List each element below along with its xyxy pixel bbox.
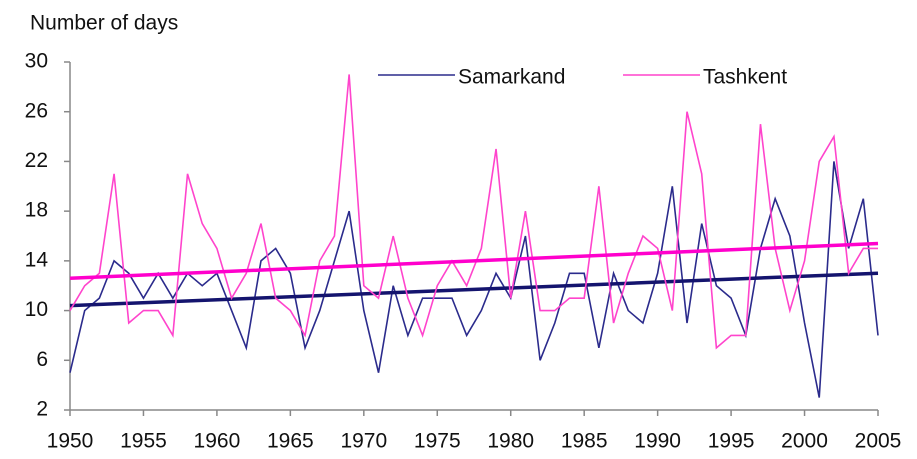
y-tick-label: 26 bbox=[25, 99, 48, 122]
y-tick-label: 6 bbox=[36, 348, 48, 371]
x-tick-label: 1980 bbox=[487, 430, 534, 453]
x-tick-label: 1955 bbox=[120, 430, 167, 453]
series-line bbox=[69, 74, 878, 350]
series-line bbox=[69, 161, 879, 398]
x-tick-label: 1960 bbox=[194, 430, 241, 453]
y-tick-label: 22 bbox=[25, 149, 48, 172]
x-tick-label: 1970 bbox=[340, 430, 387, 453]
x-tick-label: 2005 bbox=[855, 430, 902, 453]
y-tick-label: 14 bbox=[25, 248, 49, 271]
y-tick-label: 2 bbox=[36, 398, 48, 421]
x-tick-label: 1985 bbox=[561, 430, 608, 453]
y-axis-label: Number of days bbox=[30, 12, 178, 35]
x-tick-label: 1965 bbox=[267, 430, 314, 453]
x-tick-label: 1990 bbox=[634, 430, 681, 453]
y-tick-label: 10 bbox=[25, 298, 48, 321]
legend-label: Samarkand bbox=[458, 66, 565, 89]
legend-label: Tashkent bbox=[703, 66, 787, 89]
trend-line bbox=[69, 241, 879, 281]
x-tick-label: 1995 bbox=[708, 430, 755, 453]
x-tick-label: 2000 bbox=[781, 430, 828, 453]
x-tick-label: 1975 bbox=[414, 430, 461, 453]
x-tick-label: 1950 bbox=[47, 430, 94, 453]
y-tick-label: 30 bbox=[25, 50, 48, 73]
trend-line bbox=[69, 271, 879, 308]
y-tick-label: 18 bbox=[25, 199, 48, 222]
